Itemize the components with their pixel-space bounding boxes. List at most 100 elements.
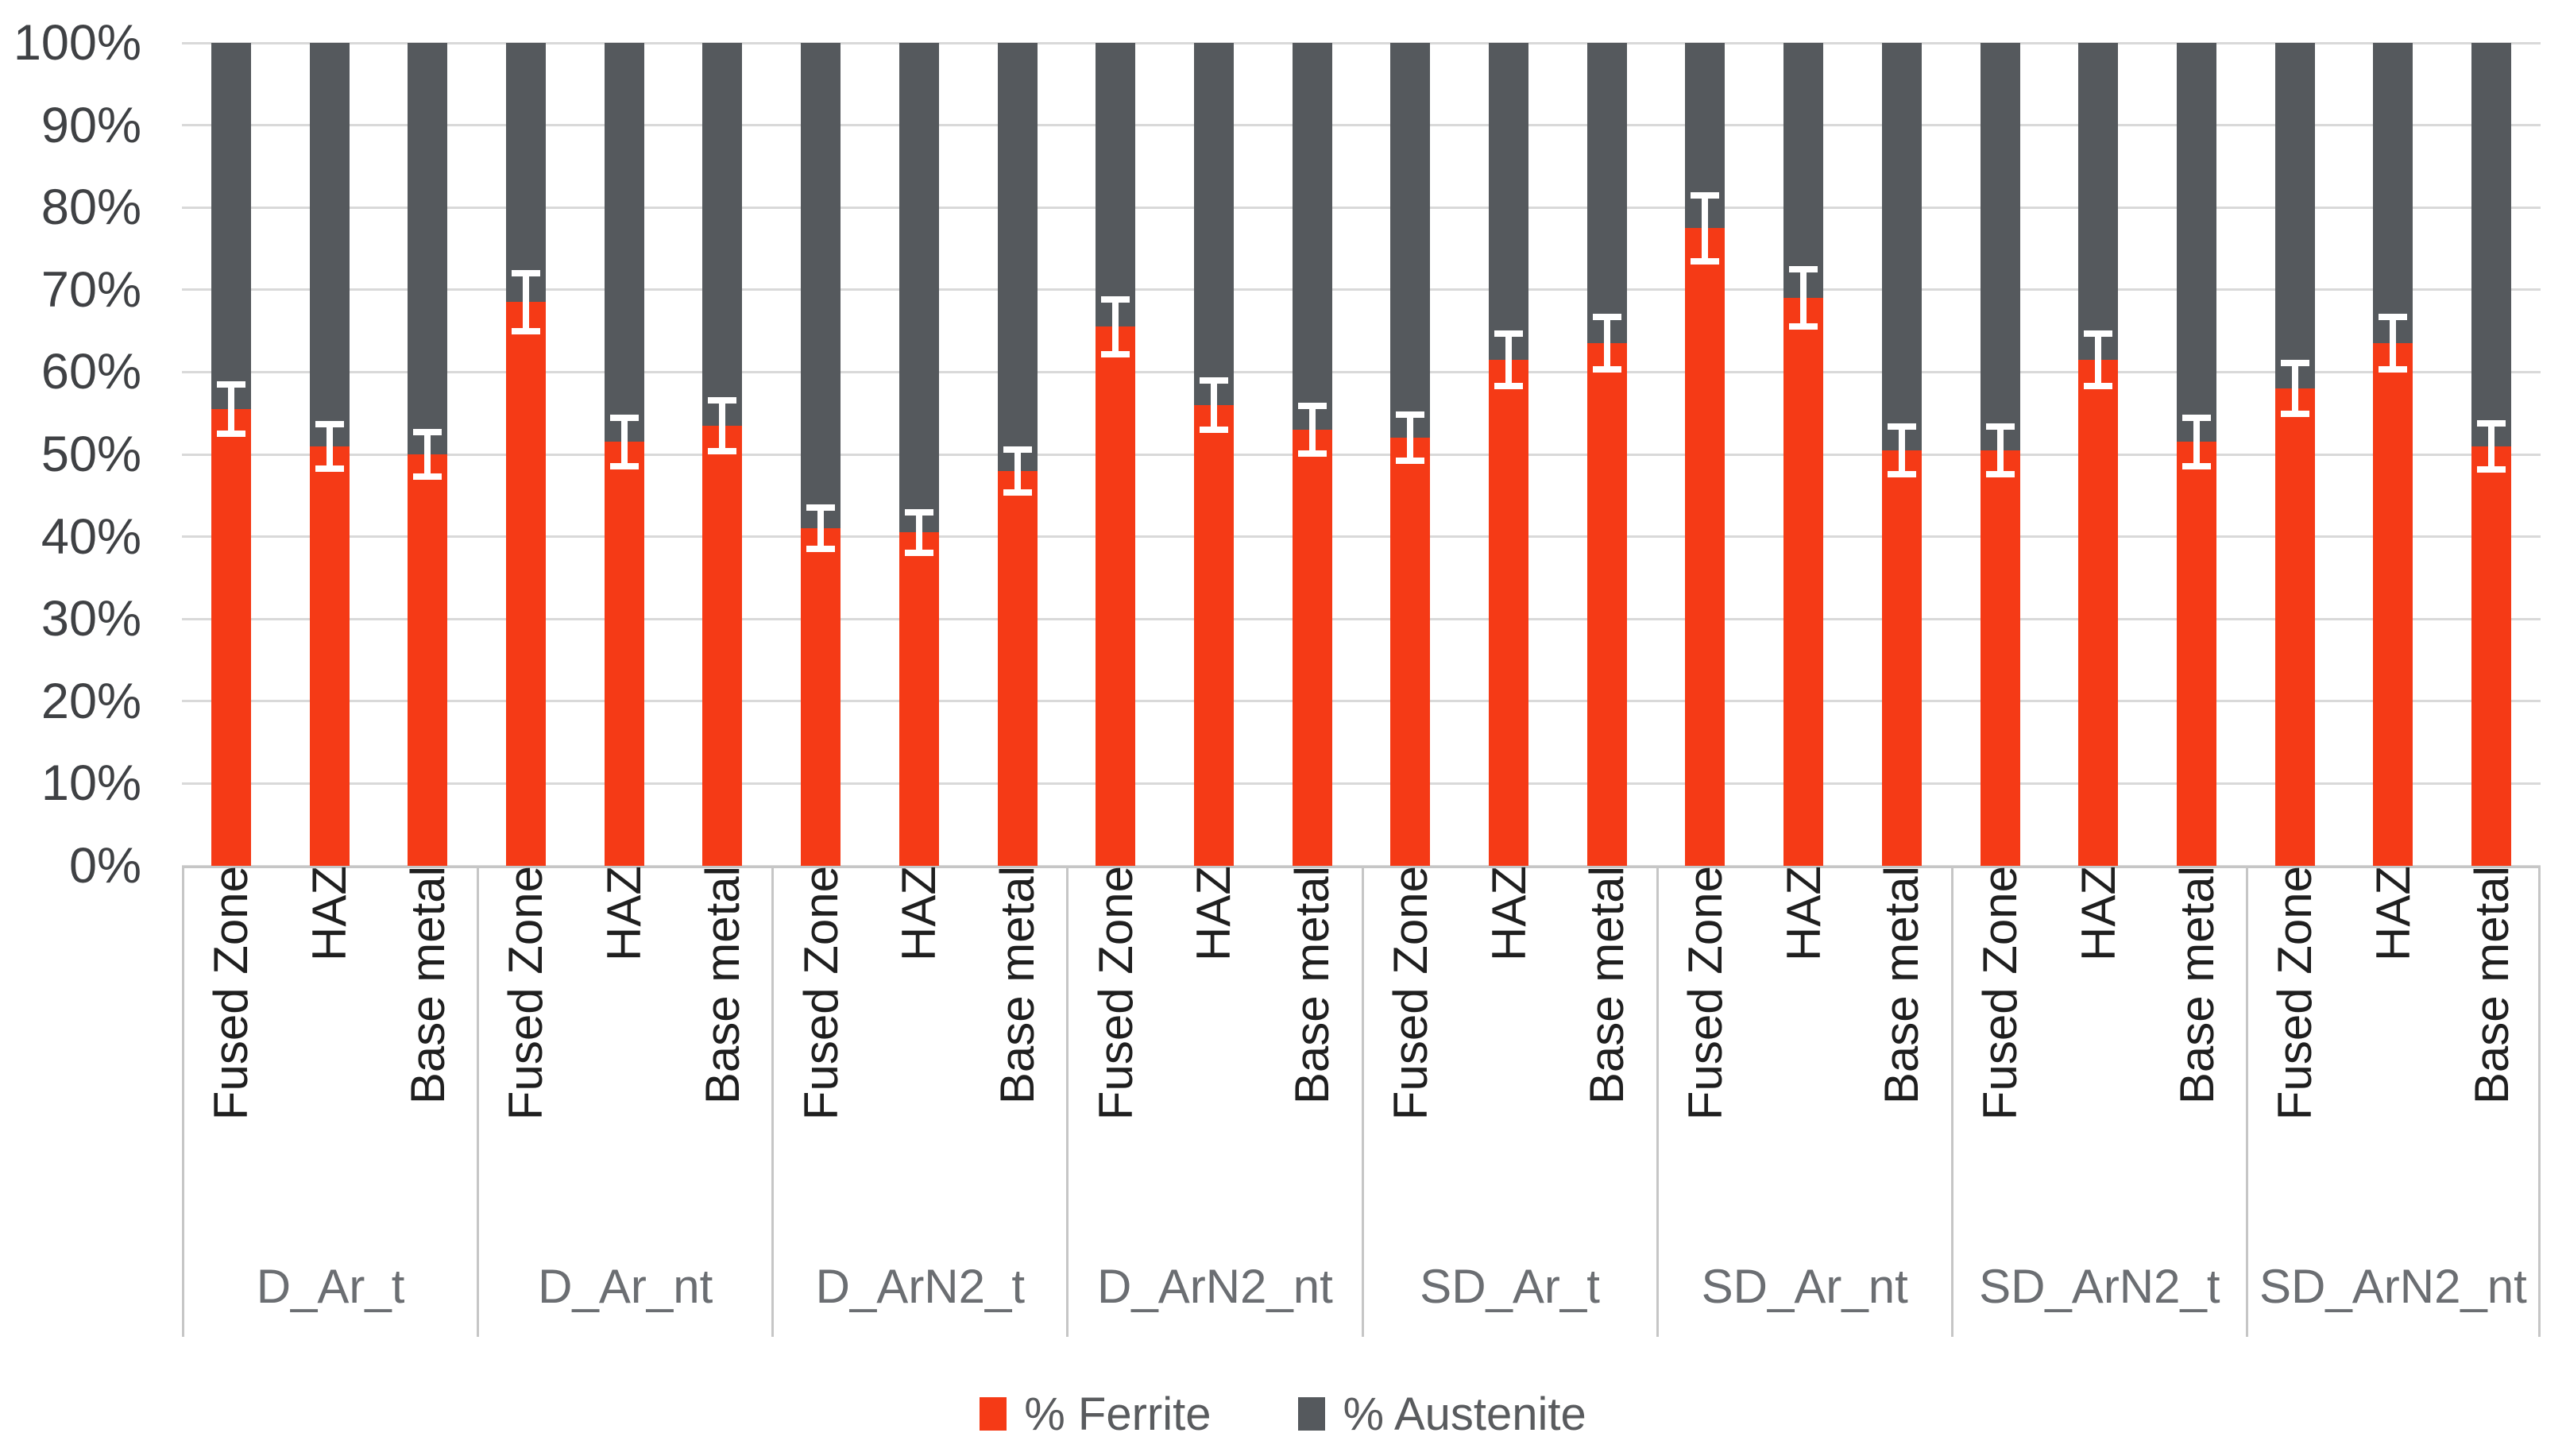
error-bar-bottom-cap	[216, 431, 245, 438]
category-label-cell: Fused Zone	[771, 866, 870, 1215]
gridline	[182, 453, 2541, 456]
error-bar-bottom-cap	[413, 473, 442, 480]
error-bar-top-cap	[1592, 313, 1621, 320]
bar-austenite-segment[interactable]	[1980, 43, 2020, 450]
category-label: HAZ	[1187, 866, 1241, 961]
error-bar-top-cap	[1887, 423, 1916, 430]
bar-ferrite-segment[interactable]	[1783, 298, 1824, 866]
bar-ferrite-segment[interactable]	[1980, 450, 2020, 866]
error-bar-top-cap	[413, 429, 442, 436]
bar-ferrite-segment[interactable]	[309, 446, 350, 866]
bar-ferrite-segment[interactable]	[1685, 228, 1725, 866]
error-bar-top-cap	[1297, 402, 1327, 409]
bar-austenite-segment[interactable]	[1783, 43, 1824, 299]
bar-austenite-segment[interactable]	[309, 43, 350, 446]
error-bar	[227, 384, 234, 434]
category-label-cell: Base metal	[2147, 866, 2246, 1215]
bar-austenite-segment[interactable]	[1292, 43, 1332, 430]
error-bar-bottom-cap	[1101, 350, 1130, 357]
category-label-cell: Fused Zone	[1656, 866, 1755, 1215]
bar-ferrite-segment[interactable]	[505, 302, 546, 866]
error-bar	[326, 423, 333, 469]
category-label: Fused Zone	[204, 866, 258, 1121]
error-bar-bottom-cap	[315, 465, 344, 472]
error-bar-top-cap	[2084, 330, 2113, 337]
bar-austenite-segment[interactable]	[408, 43, 448, 454]
error-bar-top-cap	[1985, 423, 2015, 430]
gridline	[182, 206, 2541, 209]
bar-austenite-segment[interactable]	[2177, 43, 2217, 442]
bar-ferrite-segment[interactable]	[1489, 359, 1529, 866]
bar-ferrite-segment[interactable]	[1586, 343, 1627, 866]
error-bar-top-cap	[1396, 411, 1425, 419]
error-bar	[1800, 268, 1807, 327]
category-label: HAZ	[2366, 866, 2420, 961]
bar-austenite-segment[interactable]	[1390, 43, 1431, 438]
gridline	[182, 782, 2541, 785]
error-bar	[1702, 195, 1709, 261]
bar-ferrite-segment[interactable]	[2274, 388, 2315, 866]
error-bar-bottom-cap	[806, 546, 836, 553]
category-label-cell: HAZ	[2344, 866, 2443, 1215]
error-bar	[2291, 363, 2298, 415]
bar-ferrite-segment[interactable]	[1881, 450, 1922, 866]
error-bar	[424, 432, 431, 477]
error-bar-top-cap	[1003, 446, 1032, 453]
category-label: Base metal	[2464, 866, 2518, 1105]
error-bar-bottom-cap	[1396, 458, 1425, 465]
bar-austenite-segment[interactable]	[2274, 43, 2315, 389]
category-label-cell: HAZ	[1754, 866, 1853, 1215]
bar-ferrite-segment[interactable]	[898, 532, 939, 866]
bar-ferrite-segment[interactable]	[1096, 326, 1136, 866]
bar-austenite-segment[interactable]	[898, 43, 939, 533]
bar-austenite-segment[interactable]	[1586, 43, 1627, 344]
bar-austenite-segment[interactable]	[2078, 43, 2119, 360]
bar-ferrite-segment[interactable]	[801, 528, 841, 866]
error-bar-top-cap	[1789, 265, 1818, 272]
bar-ferrite-segment[interactable]	[604, 442, 644, 866]
bar-austenite-segment[interactable]	[211, 43, 251, 410]
category-label: Fused Zone	[1678, 866, 1732, 1121]
bar-ferrite-segment[interactable]	[997, 470, 1038, 866]
category-label: Base metal	[1875, 866, 1929, 1105]
y-axis-tick-label: 70%	[41, 261, 141, 318]
bar-ferrite-segment[interactable]	[1193, 404, 1234, 866]
bar-ferrite-segment[interactable]	[702, 425, 743, 866]
bar-ferrite-segment[interactable]	[2471, 446, 2512, 866]
error-bar-top-cap	[315, 420, 344, 427]
group-label: SD_Ar_nt	[1701, 1260, 1908, 1313]
bar-austenite-segment[interactable]	[702, 43, 743, 426]
bar-ferrite-segment[interactable]	[2177, 442, 2217, 866]
error-bar-bottom-cap	[1494, 383, 1524, 389]
category-label: HAZ	[303, 866, 357, 961]
bar-ferrite-segment[interactable]	[1390, 438, 1431, 866]
legend-item-ferrite[interactable]: % Ferrite	[980, 1388, 1211, 1441]
bar-austenite-segment[interactable]	[1489, 43, 1529, 360]
category-label: Base metal	[1285, 866, 1339, 1105]
error-bar-top-cap	[708, 396, 737, 404]
bar-ferrite-segment[interactable]	[2373, 343, 2413, 866]
bar-austenite-segment[interactable]	[2471, 43, 2512, 446]
bar-austenite-segment[interactable]	[604, 43, 644, 442]
error-bar-bottom-cap	[1199, 426, 1228, 433]
error-bar	[915, 512, 922, 554]
bar-austenite-segment[interactable]	[1193, 43, 1234, 405]
y-axis-tick-label: 30%	[41, 591, 141, 647]
bar-austenite-segment[interactable]	[505, 43, 546, 303]
category-label: HAZ	[892, 866, 946, 961]
category-label: Base metal	[400, 866, 454, 1105]
bar-austenite-segment[interactable]	[1096, 43, 1136, 327]
bar-austenite-segment[interactable]	[2373, 43, 2413, 344]
bar-ferrite-segment[interactable]	[1292, 429, 1332, 866]
bar-ferrite-segment[interactable]	[2078, 359, 2119, 866]
bar-austenite-segment[interactable]	[801, 43, 841, 529]
bar-ferrite-segment[interactable]	[211, 409, 251, 866]
bar-austenite-segment[interactable]	[997, 43, 1038, 471]
error-bar-bottom-cap	[1592, 366, 1621, 373]
bar-austenite-segment[interactable]	[1881, 43, 1922, 450]
error-bar-bottom-cap	[2280, 411, 2309, 418]
legend-item-austenite[interactable]: % Austenite	[1298, 1388, 1586, 1441]
group-label: D_Ar_nt	[538, 1260, 713, 1313]
bar-ferrite-segment[interactable]	[408, 454, 448, 866]
error-bar	[1210, 380, 1217, 430]
